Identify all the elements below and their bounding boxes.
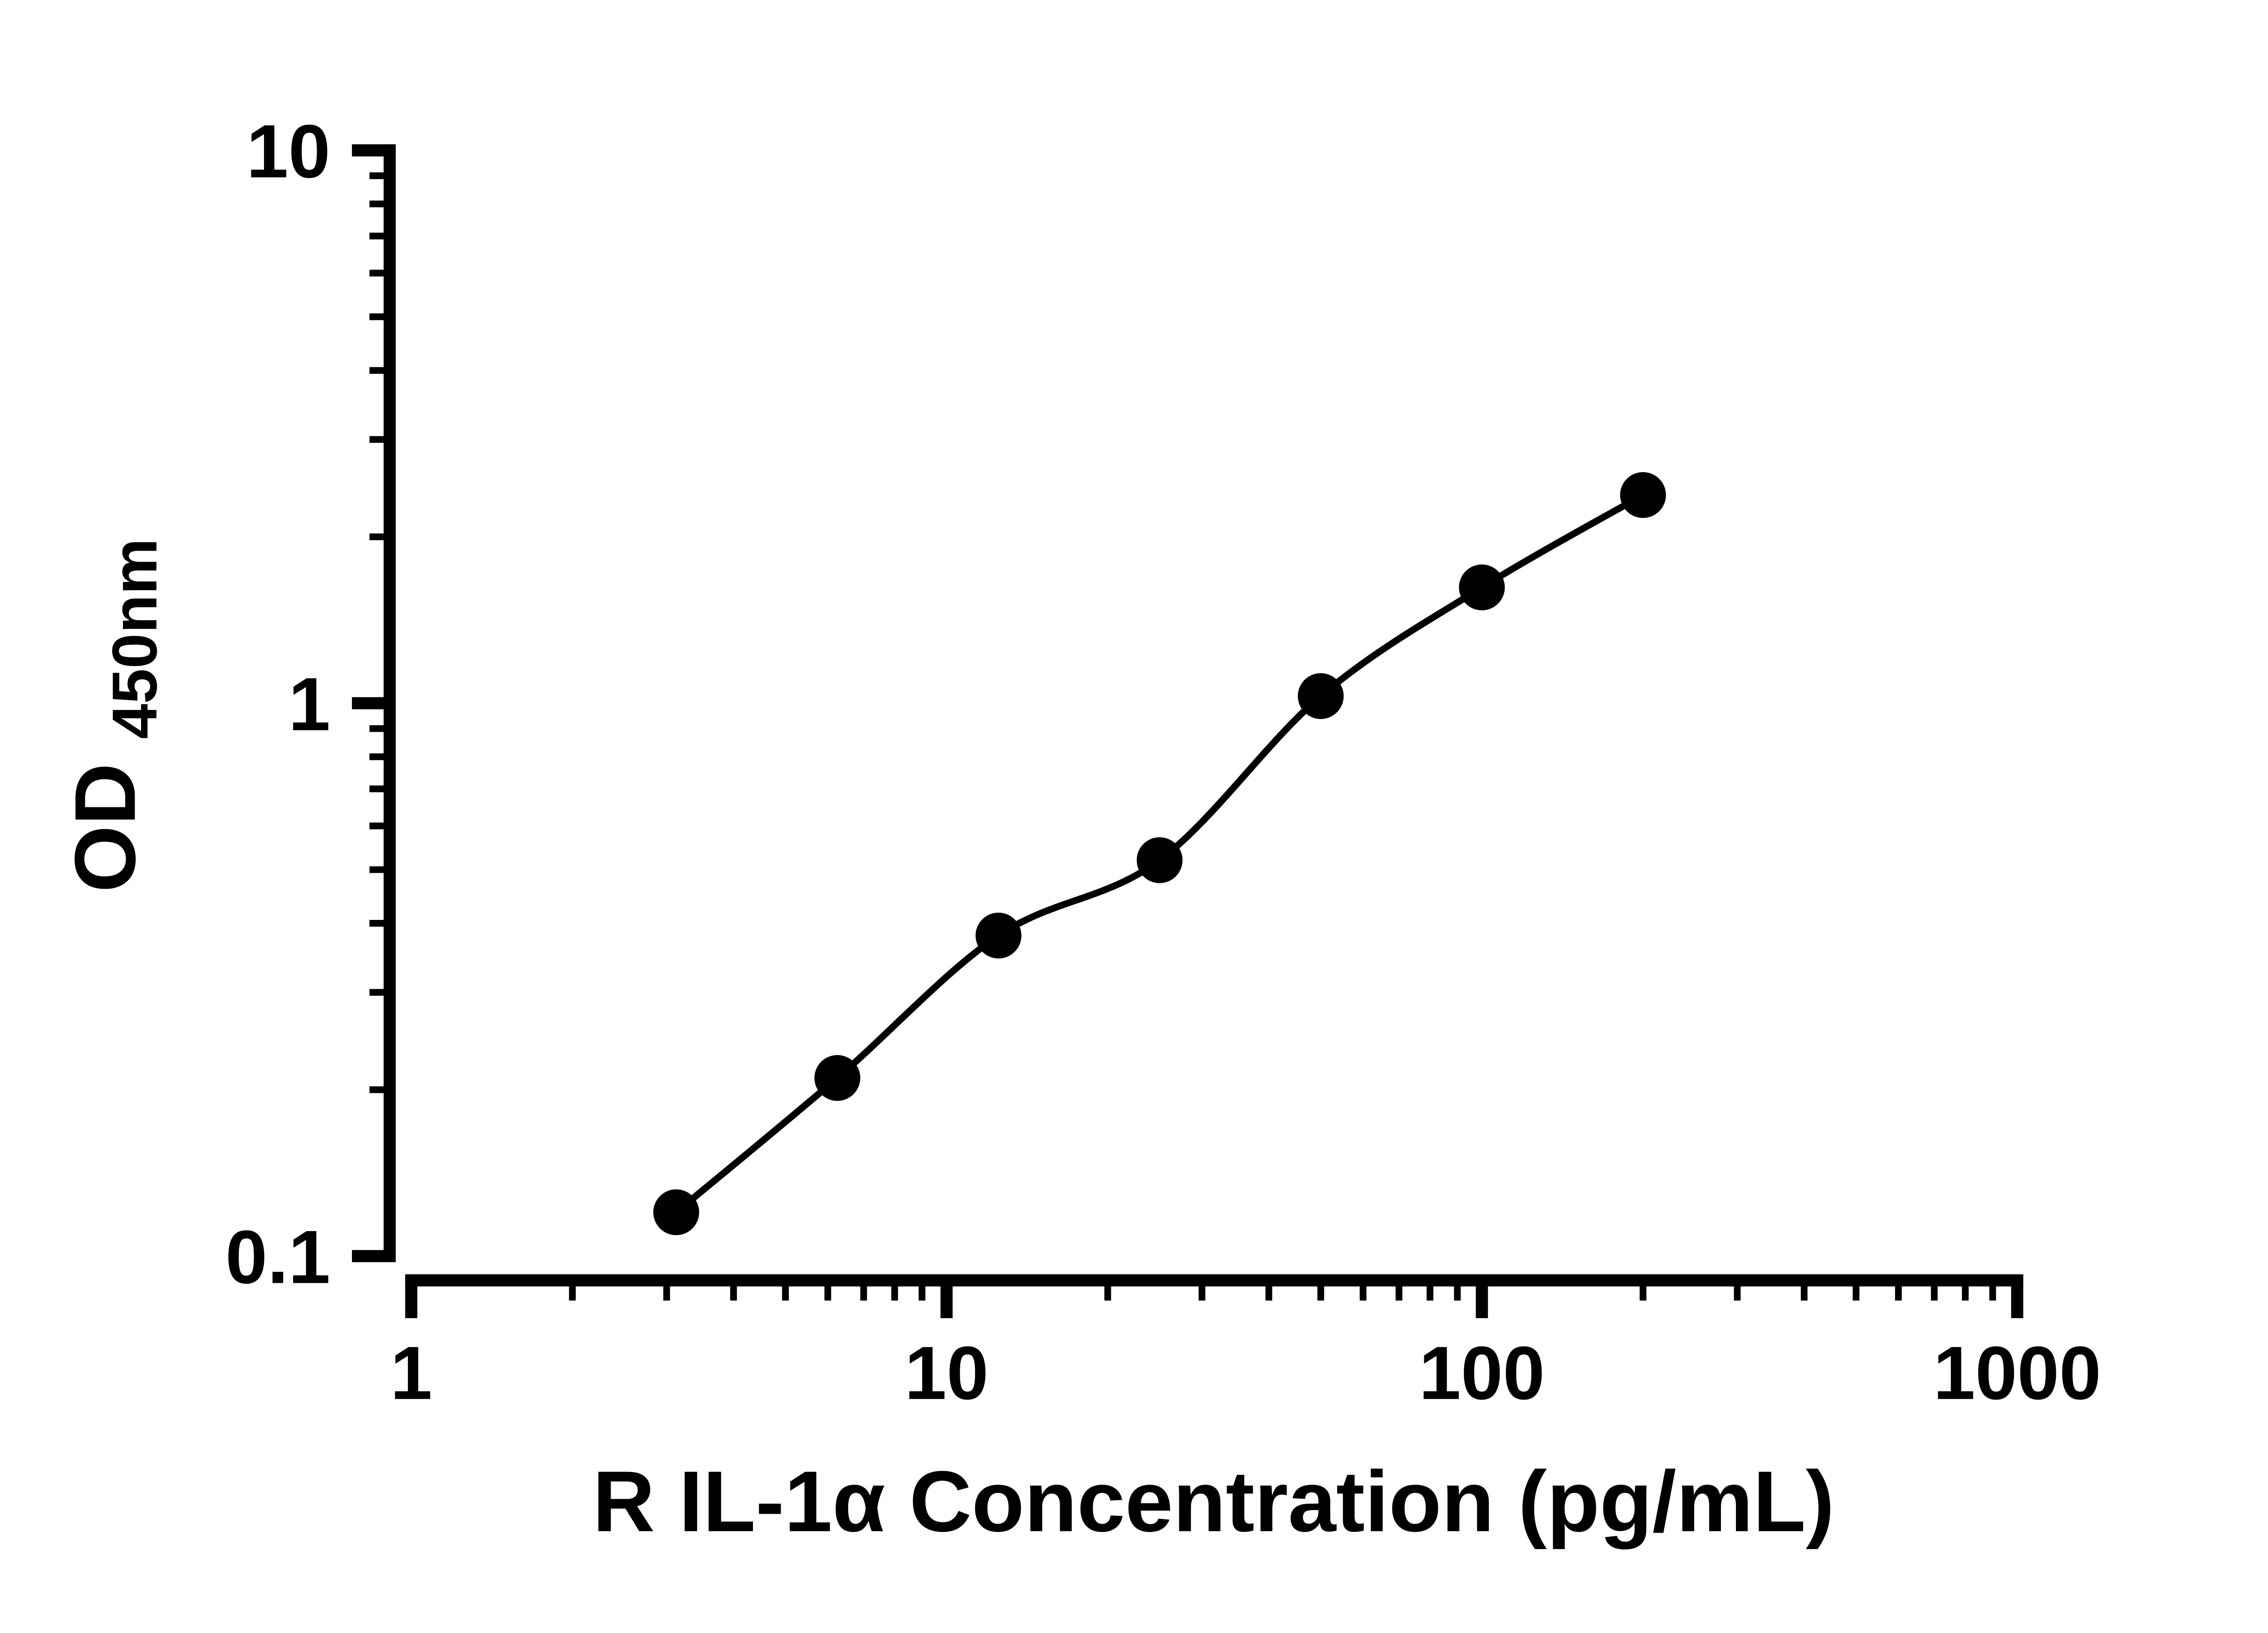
data-point xyxy=(1459,564,1505,611)
x-tick-label: 100 xyxy=(1419,1331,1545,1415)
x-tick-label: 1000 xyxy=(1933,1331,2101,1415)
data-point xyxy=(975,912,1022,959)
y-tick-label: 0.1 xyxy=(225,1215,330,1300)
x-axis-title: R IL-1α Concentration (pg/mL) xyxy=(592,1454,1834,1550)
data-point xyxy=(814,1055,860,1101)
curve-and-points-layer xyxy=(653,472,1666,1236)
y-axis-title-subscript: 450nm xyxy=(99,538,170,739)
data-point xyxy=(1298,673,1344,719)
data-point xyxy=(653,1189,699,1236)
y-axis-title: OD 450nm xyxy=(57,538,170,893)
axes-layer: 1 10 100 1000 0.1 1 10 xyxy=(225,109,2101,1415)
y-tick-label: 10 xyxy=(246,109,330,194)
data-point xyxy=(1136,837,1183,883)
y-tick-label: 1 xyxy=(288,662,331,747)
y-axis-title-main: OD xyxy=(57,763,153,892)
x-tick-label: 10 xyxy=(904,1331,988,1415)
x-tick-label: 1 xyxy=(390,1331,432,1415)
data-point xyxy=(1620,472,1666,518)
